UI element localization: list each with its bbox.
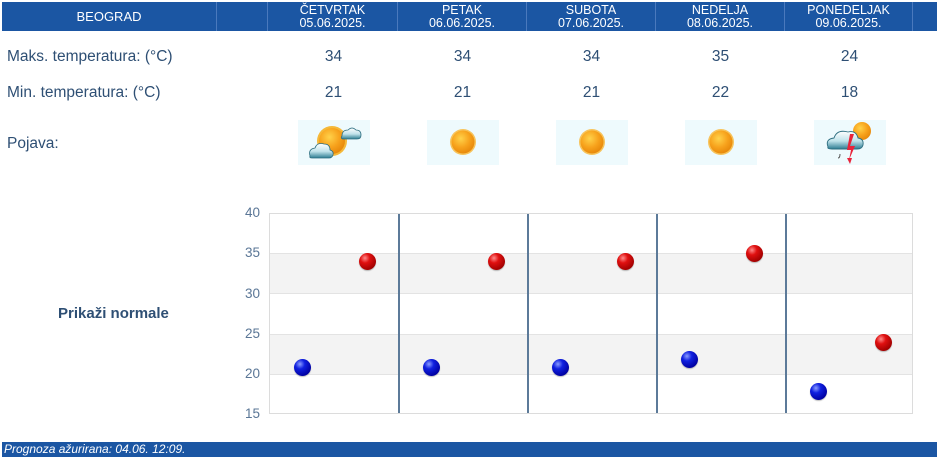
- min-temp-value: 21: [324, 84, 343, 101]
- max-temp-point[interactable]: [487, 252, 505, 270]
- max-temp-point[interactable]: [745, 244, 763, 262]
- max-temp-point[interactable]: [616, 252, 634, 270]
- day-name: PONEDELJAK: [807, 2, 890, 17]
- day-date: 06.06.2025.: [428, 15, 496, 30]
- day-header: PONEDELJAK 09.06.2025.: [785, 2, 913, 31]
- min-temp-point[interactable]: [680, 350, 698, 368]
- min-temp-point[interactable]: [293, 358, 311, 376]
- y-tick-label: 25: [244, 326, 260, 341]
- day-separator: [656, 214, 658, 413]
- min-temp-value: 21: [453, 84, 472, 101]
- temperature-chart: [269, 213, 913, 414]
- day-name: NEDELJA: [691, 2, 749, 17]
- day-name: SUBOTA: [565, 2, 617, 17]
- sun-icon: [685, 120, 757, 165]
- day-date: 08.06.2025.: [686, 15, 754, 30]
- max-temp-value: 34: [324, 48, 343, 65]
- day-header: ČETVRTAK 05.06.2025.: [268, 2, 398, 31]
- y-tick-label: 20: [244, 366, 260, 381]
- max-temp-label: Maks. temperatura: (°C): [7, 48, 173, 65]
- max-temp-point[interactable]: [874, 333, 892, 351]
- max-temp-value: 34: [453, 48, 472, 65]
- max-temp-value: 34: [582, 48, 601, 65]
- y-tick-label: 40: [244, 205, 260, 220]
- grid-band: [270, 334, 912, 375]
- partly-cloudy-sun-icon: [298, 120, 370, 165]
- day-date: 07.06.2025.: [557, 15, 625, 30]
- forecast-header: BEOGRAD ČETVRTAK 05.06.2025. PETAK 06.06…: [2, 2, 937, 31]
- thunderstorm-sun-icon: [814, 120, 886, 165]
- min-temp-point[interactable]: [551, 358, 569, 376]
- day-header: SUBOTA 07.06.2025.: [527, 2, 656, 31]
- sun-icon: [556, 120, 628, 165]
- y-tick-label: 15: [244, 406, 260, 421]
- forecast-updated-bar: Prognoza ažurirana: 04.06. 12:09.: [2, 442, 937, 457]
- max-temp-point[interactable]: [358, 252, 376, 270]
- day-name: PETAK: [441, 2, 483, 17]
- min-temp-point[interactable]: [422, 358, 440, 376]
- min-temp-point[interactable]: [809, 382, 827, 400]
- min-temp-value: 18: [840, 84, 859, 101]
- y-tick-label: 35: [244, 245, 260, 260]
- forecast-updated-text: Prognoza ažurirana: 04.06. 12:09.: [4, 442, 186, 456]
- day-header: NEDELJA 08.06.2025.: [656, 2, 785, 31]
- show-normals-link[interactable]: Prikaži normale: [58, 305, 169, 322]
- min-temp-value: 21: [582, 84, 601, 101]
- max-temp-value: 24: [840, 48, 859, 65]
- y-tick-label: 30: [244, 286, 260, 301]
- day-separator: [785, 214, 787, 413]
- header-spacer: [217, 2, 268, 31]
- day-name: ČETVRTAK: [299, 2, 366, 17]
- city-name: BEOGRAD: [2, 2, 217, 31]
- grid-band: [270, 253, 912, 294]
- header-spacer: [913, 2, 937, 31]
- day-header: PETAK 06.06.2025.: [398, 2, 527, 31]
- min-temp-value: 22: [711, 84, 730, 101]
- min-temp-label: Min. temperatura: (°C): [7, 84, 161, 101]
- max-temp-value: 35: [711, 48, 730, 65]
- day-separator: [527, 214, 529, 413]
- day-date: 09.06.2025.: [815, 15, 882, 30]
- day-date: 05.06.2025.: [299, 15, 366, 30]
- day-separator: [398, 214, 400, 413]
- weather-label: Pojava:: [7, 135, 59, 152]
- sun-icon: [427, 120, 499, 165]
